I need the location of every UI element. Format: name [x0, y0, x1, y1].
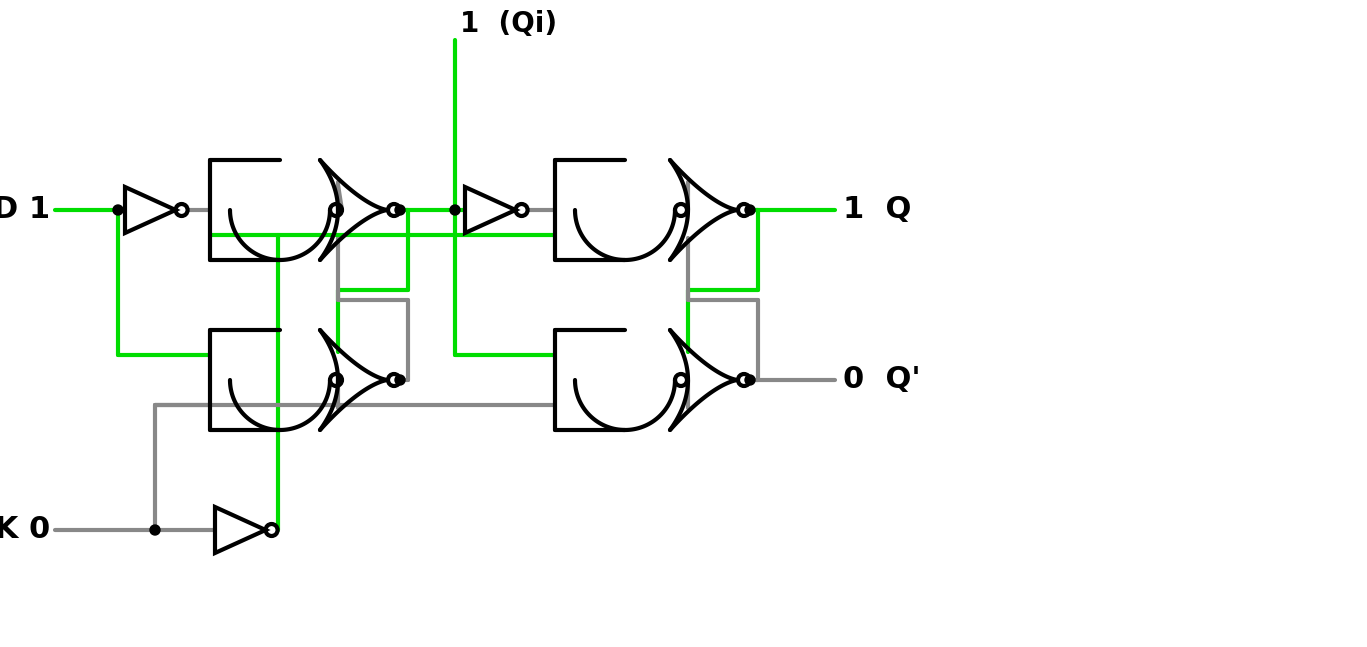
Text: D 1: D 1 [0, 195, 51, 225]
Text: 0  Q': 0 Q' [843, 366, 920, 395]
Circle shape [150, 525, 160, 535]
Text: CLK 0: CLK 0 [0, 516, 51, 545]
Circle shape [745, 205, 755, 215]
Circle shape [395, 375, 405, 385]
Text: 1  (Qi): 1 (Qi) [461, 10, 558, 38]
Polygon shape [215, 507, 265, 553]
Polygon shape [465, 187, 515, 233]
Circle shape [745, 375, 755, 385]
Circle shape [113, 205, 123, 215]
Polygon shape [124, 187, 175, 233]
Circle shape [395, 205, 405, 215]
Text: 1  Q: 1 Q [843, 195, 912, 225]
Circle shape [450, 205, 461, 215]
